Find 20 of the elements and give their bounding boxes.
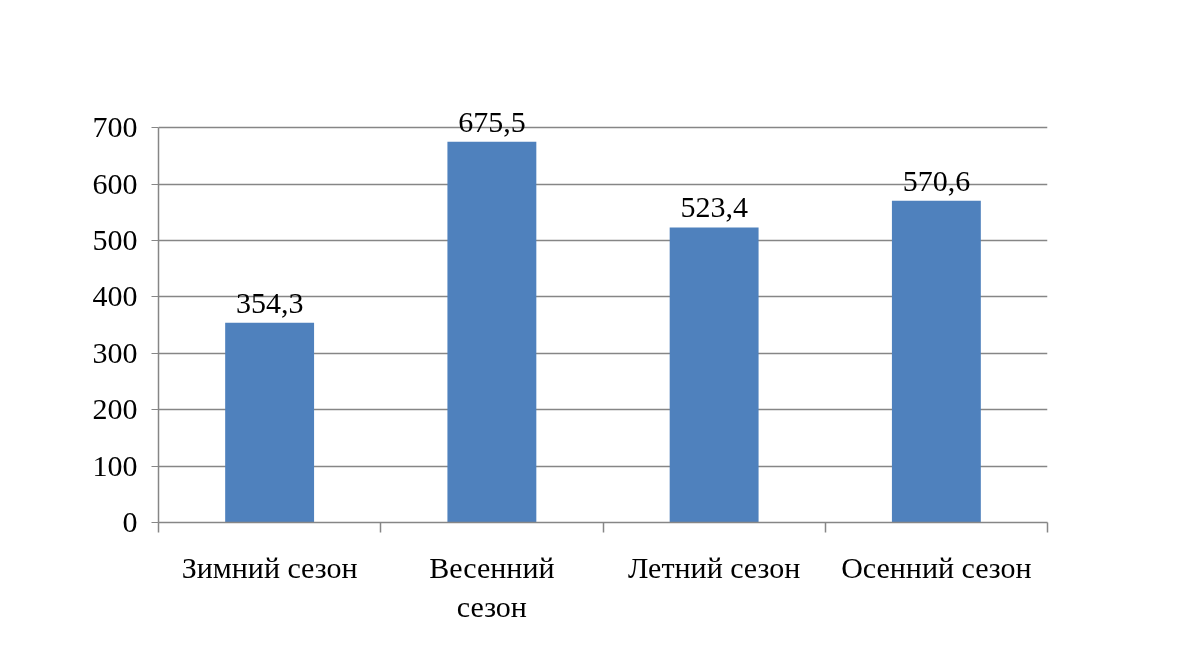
bar — [891, 200, 981, 523]
x-tick-label: Летний сезон — [627, 550, 801, 584]
y-tick-label: 500 — [92, 223, 138, 257]
data-label: 570,6 — [902, 163, 971, 197]
bar — [225, 322, 315, 523]
bar — [447, 141, 537, 523]
data-label: 523,4 — [680, 190, 748, 224]
y-tick-label: 700 — [92, 110, 138, 144]
y-tick-label: 200 — [92, 392, 138, 426]
y-tick-label: 100 — [92, 448, 138, 482]
y-tick-label: 400 — [92, 279, 138, 313]
data-label: 354,3 — [235, 285, 304, 319]
x-tick-label: Зимний сезон — [181, 550, 358, 584]
y-tick-label: 600 — [92, 166, 138, 200]
y-tick-label: 300 — [92, 335, 138, 369]
x-tick-label: Весенний сезон — [429, 550, 555, 624]
data-label: 675,5 — [458, 104, 526, 138]
bar — [669, 227, 759, 523]
y-tick-label: 0 — [122, 505, 138, 538]
x-tick-label: Осенний сезон — [841, 550, 1032, 584]
